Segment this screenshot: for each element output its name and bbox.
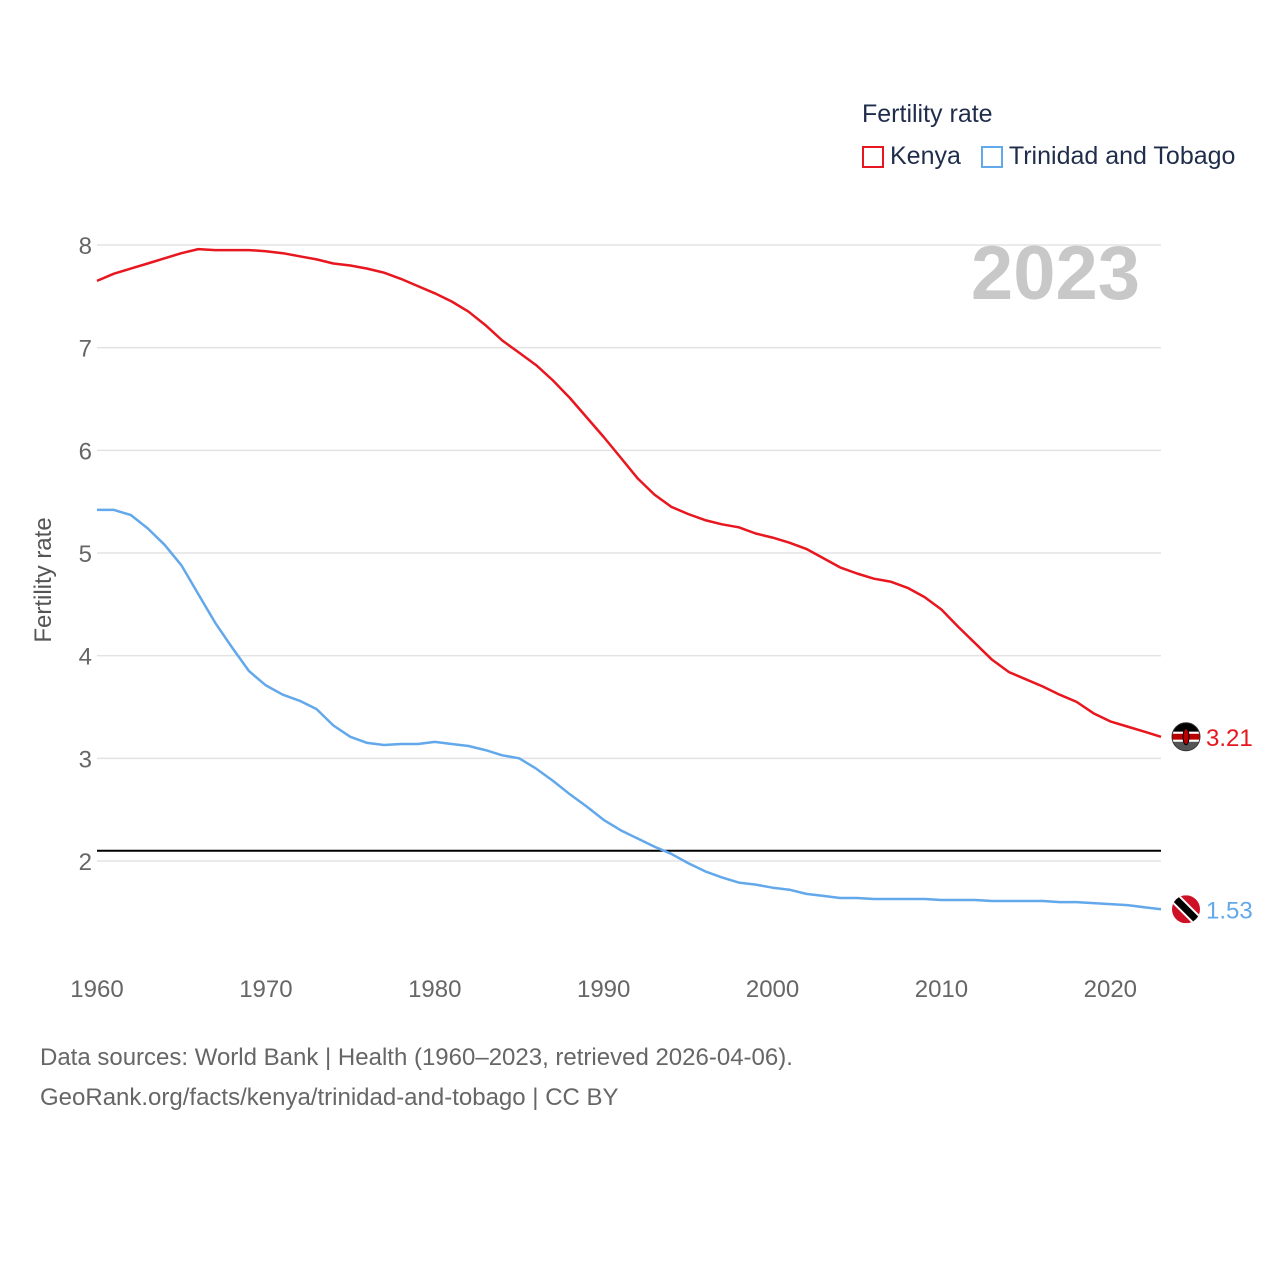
- y-tick-label: 4: [79, 644, 92, 671]
- series-line-kenya: [96, 247, 1162, 738]
- trinidad-and-tobago-flag-icon: [1172, 895, 1200, 924]
- legend-item-trinidad-and-tobago[interactable]: Trinidad and Tobago: [980, 142, 1236, 171]
- x-tick-label: 1960: [70, 976, 123, 1003]
- y-axis-title: Fertility rate: [30, 517, 57, 643]
- legend-label-trinidad-and-tobago: Trinidad and Tobago: [1008, 142, 1236, 170]
- series-line-trinidad-and-tobago: [97, 508, 1162, 911]
- end-value-label-trinidad-and-tobago: 1.53: [1206, 897, 1253, 924]
- x-tick-label: 2020: [1084, 976, 1137, 1003]
- end-value-label-kenya: 3.21: [1206, 725, 1253, 752]
- legend-swatch-trinidad-and-tobago: [980, 145, 1003, 168]
- x-axis-ticks: 1960 1970 1980 1990 2000 2010 2020: [70, 976, 1137, 1003]
- series-lines: [96, 247, 1162, 911]
- x-tick-label: 1980: [408, 976, 461, 1003]
- y-tick-label: 6: [79, 438, 92, 465]
- grid-lines: [97, 244, 1161, 862]
- legend-swatch-kenya: [862, 145, 884, 168]
- y-tick-label: 2: [79, 849, 92, 876]
- legend-label-kenya: Kenya: [890, 142, 961, 170]
- y-axis-ticks: 2 3 4 5 6 7 8: [79, 233, 92, 876]
- legend-item-kenya[interactable]: Kenya: [862, 142, 961, 171]
- y-tick-label: 3: [79, 746, 92, 773]
- y-tick-label: 5: [79, 541, 92, 568]
- year-label: 2023: [970, 231, 1140, 316]
- series-end-markers: 3.21 1.53: [1171, 722, 1253, 924]
- y-tick-label: 8: [79, 233, 92, 260]
- x-tick-label: 2000: [746, 976, 799, 1003]
- legend: Kenya Trinidad and Tobago: [862, 142, 1255, 171]
- x-tick-label: 1970: [239, 976, 292, 1003]
- attribution-line: GeoRank.org/facts/kenya/trinidad-and-tob…: [40, 1084, 619, 1111]
- legend-title: Fertility rate: [862, 100, 993, 128]
- x-tick-label: 1990: [577, 976, 630, 1003]
- y-tick-label: 7: [79, 336, 92, 363]
- x-tick-label: 2010: [915, 976, 968, 1003]
- data-source-line: Data sources: World Bank | Health (1960–…: [40, 1044, 793, 1071]
- kenya-flag-icon: [1171, 722, 1201, 752]
